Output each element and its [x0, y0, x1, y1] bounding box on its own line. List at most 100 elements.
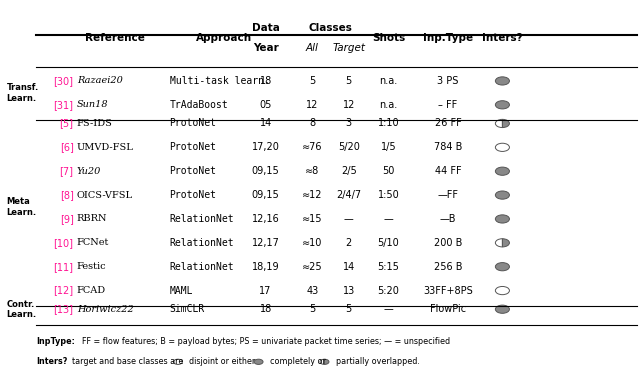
- Circle shape: [495, 263, 509, 271]
- Circle shape: [495, 167, 509, 175]
- Text: TrAdaBoost: TrAdaBoost: [170, 100, 228, 110]
- Text: ≈15: ≈15: [302, 214, 323, 224]
- Text: n.a.: n.a.: [380, 76, 397, 86]
- Text: RBRN: RBRN: [77, 214, 108, 223]
- Text: Reference: Reference: [85, 33, 145, 43]
- Text: FF = flow features; B = payload bytes; PS = univariate packet time series; — = u: FF = flow features; B = payload bytes; P…: [82, 337, 450, 346]
- Wedge shape: [495, 119, 502, 128]
- Wedge shape: [502, 239, 509, 247]
- Text: RelationNet: RelationNet: [170, 262, 234, 272]
- Text: UMVD-FSL: UMVD-FSL: [77, 143, 134, 152]
- Text: [12]: [12]: [54, 286, 74, 295]
- Text: 26 FF: 26 FF: [435, 119, 461, 128]
- Text: 44 FF: 44 FF: [435, 166, 461, 176]
- Text: – FF: – FF: [438, 100, 458, 110]
- Circle shape: [254, 359, 263, 364]
- Text: Classes: Classes: [308, 23, 353, 33]
- Text: [10]: [10]: [54, 238, 74, 248]
- Text: RelationNet: RelationNet: [170, 238, 234, 248]
- Text: 1:10: 1:10: [378, 119, 399, 128]
- Text: 8: 8: [309, 119, 316, 128]
- Text: [7]: [7]: [60, 166, 74, 176]
- Text: 14: 14: [259, 119, 272, 128]
- Text: InpType:: InpType:: [36, 337, 75, 346]
- Text: Inp.Type: Inp.Type: [423, 33, 473, 43]
- Text: 43: 43: [306, 286, 319, 295]
- Text: target and base classes are: target and base classes are: [72, 357, 184, 366]
- Wedge shape: [320, 359, 324, 364]
- Text: FCAD: FCAD: [77, 286, 106, 295]
- Text: 5: 5: [346, 304, 352, 314]
- Text: Inters?: Inters?: [482, 33, 523, 43]
- Text: Approach: Approach: [196, 33, 252, 43]
- Circle shape: [173, 359, 182, 364]
- Text: [6]: [6]: [60, 142, 74, 152]
- Text: 05: 05: [259, 100, 272, 110]
- Text: —FF: —FF: [438, 190, 458, 200]
- Text: FS-IDS: FS-IDS: [77, 119, 113, 128]
- Text: Festic: Festic: [77, 262, 106, 271]
- Text: [13]: [13]: [54, 304, 74, 314]
- Text: —B: —B: [440, 214, 456, 224]
- Text: [11]: [11]: [54, 262, 74, 272]
- Text: 18,19: 18,19: [252, 262, 280, 272]
- Wedge shape: [502, 119, 509, 128]
- Text: ≈8: ≈8: [305, 166, 319, 176]
- Text: 2: 2: [346, 238, 352, 248]
- Text: Yu20: Yu20: [77, 167, 101, 176]
- Text: 5: 5: [309, 304, 316, 314]
- Text: 50: 50: [382, 166, 395, 176]
- Text: SimCLR: SimCLR: [170, 304, 205, 314]
- Text: 17,20: 17,20: [252, 142, 280, 152]
- Text: Contr.
Learn.: Contr. Learn.: [6, 300, 36, 319]
- Text: Razaei20: Razaei20: [77, 76, 123, 85]
- Text: 1:50: 1:50: [378, 190, 399, 200]
- Wedge shape: [495, 239, 502, 247]
- Text: ProtoNet: ProtoNet: [170, 166, 216, 176]
- Circle shape: [495, 286, 509, 295]
- Text: 784 B: 784 B: [434, 142, 462, 152]
- Text: partially overlapped.: partially overlapped.: [336, 357, 420, 366]
- Text: 12: 12: [342, 100, 355, 110]
- Text: 5: 5: [346, 76, 352, 86]
- Text: 33FF+8PS: 33FF+8PS: [423, 286, 473, 295]
- Text: All: All: [306, 44, 319, 53]
- Circle shape: [495, 143, 509, 151]
- Text: 256 B: 256 B: [434, 262, 462, 272]
- Text: disjoint or either: disjoint or either: [189, 357, 256, 366]
- Text: 2/5: 2/5: [341, 166, 356, 176]
- Text: Data: Data: [252, 23, 280, 33]
- Text: 09,15: 09,15: [252, 166, 280, 176]
- Text: Multi-task learn.: Multi-task learn.: [170, 76, 269, 86]
- Text: ≈25: ≈25: [302, 262, 323, 272]
- Text: FCNet: FCNet: [77, 238, 109, 247]
- Text: 3 PS: 3 PS: [437, 76, 459, 86]
- Text: Meta
Learn.: Meta Learn.: [6, 197, 36, 217]
- Text: 12: 12: [306, 100, 319, 110]
- Text: ProtoNet: ProtoNet: [170, 142, 216, 152]
- Text: 5/10: 5/10: [378, 238, 399, 248]
- Text: ≈12: ≈12: [302, 190, 323, 200]
- Text: OICS-VFSL: OICS-VFSL: [77, 191, 133, 200]
- Text: [9]: [9]: [60, 214, 74, 224]
- Text: Target: Target: [332, 44, 365, 53]
- Circle shape: [495, 77, 509, 85]
- Text: [5]: [5]: [60, 119, 74, 128]
- Text: 17: 17: [259, 286, 272, 295]
- Text: 12,17: 12,17: [252, 238, 280, 248]
- Circle shape: [495, 191, 509, 199]
- Text: Inters?: Inters?: [36, 357, 67, 366]
- Text: 5:15: 5:15: [378, 262, 399, 272]
- Text: ProtoNet: ProtoNet: [170, 190, 216, 200]
- Text: —: —: [383, 304, 394, 314]
- Text: [30]: [30]: [54, 76, 74, 86]
- Text: Year: Year: [253, 44, 278, 53]
- Text: 2/4/7: 2/4/7: [336, 190, 362, 200]
- Text: RelationNet: RelationNet: [170, 214, 234, 224]
- Text: 09,15: 09,15: [252, 190, 280, 200]
- Text: —: —: [383, 214, 394, 224]
- Text: ≈10: ≈10: [302, 238, 323, 248]
- Text: 18: 18: [259, 76, 272, 86]
- Text: n.a.: n.a.: [380, 100, 397, 110]
- Text: 18: 18: [259, 304, 272, 314]
